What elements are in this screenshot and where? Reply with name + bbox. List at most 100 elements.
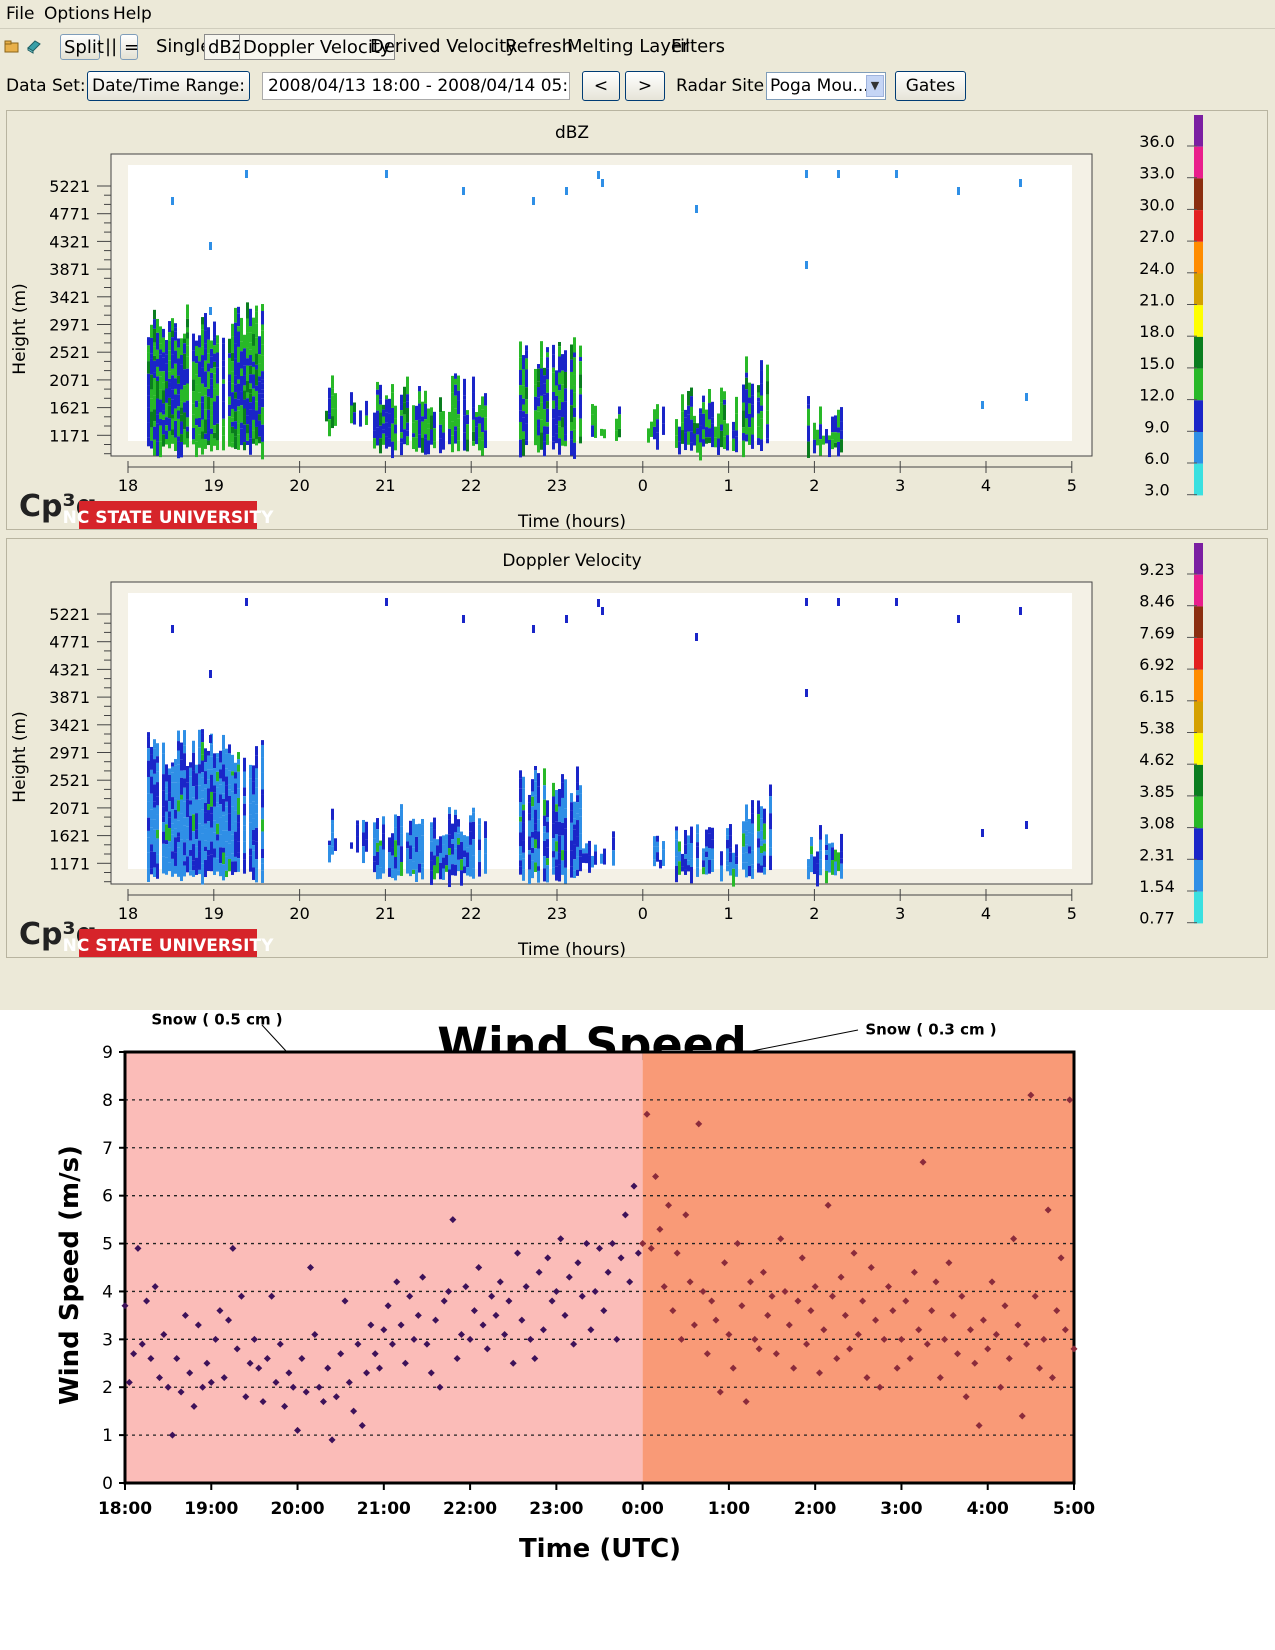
doppler-velocity-toggle[interactable]: Doppler Velocity [239, 34, 395, 60]
y-tick-label: 4 [102, 1282, 113, 1302]
data-point [1061, 1326, 1069, 1334]
data-point [578, 1292, 586, 1300]
stacked-button[interactable]: = [120, 34, 139, 60]
y-axis-label: Height (m) [10, 711, 30, 802]
data-point [643, 1110, 651, 1118]
scale-label: 8.46 [1139, 592, 1175, 611]
data-point [798, 1254, 806, 1262]
x-tick-label: 21 [375, 904, 395, 923]
scale-label: 30.0 [1139, 195, 1175, 214]
data-point [570, 1340, 578, 1348]
melting-layer-button[interactable]: Melting Layer [567, 36, 690, 57]
data-point [125, 1378, 133, 1386]
data-point [203, 1359, 211, 1367]
x-tick-label: 22 [461, 904, 481, 923]
data-point [509, 1359, 517, 1367]
data-point [246, 1359, 254, 1367]
menu-file[interactable]: File [6, 4, 35, 24]
data-point [462, 1283, 470, 1291]
data-point [734, 1240, 742, 1248]
data-point [979, 1316, 987, 1324]
data-point [376, 1364, 384, 1372]
data-point [1048, 1374, 1056, 1382]
data-point [164, 1383, 172, 1391]
data-point [229, 1244, 237, 1252]
plot-area [128, 593, 1072, 869]
data-point [470, 1307, 478, 1315]
scale-swatch [1194, 733, 1203, 765]
data-point [841, 1311, 849, 1319]
menu-help[interactable]: Help [113, 4, 152, 24]
y-tick-label: 4321 [49, 660, 90, 679]
menu-options[interactable]: Options [44, 4, 110, 24]
scale-label: 2.31 [1139, 845, 1175, 864]
chevron-down-icon[interactable]: ▼ [866, 75, 884, 97]
data-point [902, 1297, 910, 1305]
data-point [574, 1259, 582, 1267]
date-range-button[interactable]: Date/Time Range: [87, 71, 250, 101]
scale-label: 3.0 [1144, 481, 1169, 500]
y-tick-label: 2 [102, 1378, 113, 1398]
data-point [302, 1388, 310, 1396]
ncsu-logo-text: NC STATE UNIVERSITY [63, 508, 274, 528]
y-tick-label: 2971 [49, 316, 90, 335]
data-point [828, 1292, 836, 1300]
scale-swatch [1194, 178, 1203, 211]
data-point [600, 1307, 608, 1315]
y-tick-label: 4771 [49, 205, 90, 224]
y-tick-label: 9 [102, 1043, 113, 1063]
save-book-icon[interactable] [26, 38, 42, 54]
scale-swatch [1194, 400, 1203, 432]
scale-label: 21.0 [1139, 291, 1175, 310]
data-point [199, 1383, 207, 1391]
scale-swatch [1194, 860, 1203, 892]
data-point [173, 1354, 181, 1362]
data-point [682, 1211, 690, 1219]
doppler-velocity-panel: Doppler Velocity 5221 4771 4321 3871 3421 2971… [6, 538, 1268, 960]
data-point [294, 1426, 302, 1434]
side-by-side-button[interactable]: || [105, 36, 118, 57]
x-tick-label: 4:00 [967, 1499, 1009, 1519]
data-point [1031, 1292, 1039, 1300]
data-point [565, 1273, 573, 1281]
data-point [945, 1259, 953, 1267]
data-point [350, 1407, 358, 1415]
date-range-field[interactable]: 2008/04/13 18:00 - 2008/04/14 05:00 [262, 72, 570, 100]
y-tick-label: 2521 [49, 771, 90, 790]
single-button[interactable]: Single [156, 36, 212, 57]
x-tick-label: 0 [638, 476, 648, 495]
scale-swatch [1194, 701, 1203, 734]
refresh-button[interactable]: Refresh [505, 36, 573, 57]
scale-label: 4.62 [1139, 750, 1175, 769]
data-point [147, 1354, 155, 1362]
scale-label: 6.0 [1144, 449, 1169, 468]
data-point [954, 1350, 962, 1358]
plot-border [123, 1050, 1076, 1485]
radar-site-value: Poga Mou... [770, 76, 869, 96]
open-folder-icon[interactable] [4, 38, 20, 54]
scale-label: 12.0 [1139, 386, 1175, 405]
data-point [212, 1335, 220, 1343]
x-tick-label: 2 [809, 904, 819, 923]
data-point [764, 1311, 772, 1319]
x-tick-label: 4 [981, 476, 991, 495]
gates-button[interactable]: Gates [895, 71, 966, 101]
data-point [725, 1331, 733, 1339]
split-button[interactable]: Split [60, 34, 104, 60]
data-point [449, 1216, 457, 1224]
scale-swatch [1194, 638, 1203, 670]
data-point [440, 1297, 448, 1305]
previous-button[interactable]: < [582, 71, 620, 101]
data-point [872, 1316, 880, 1324]
x-tick-label: 20:00 [270, 1499, 324, 1519]
radar-site-select[interactable]: Poga Mou... ▼ [766, 72, 886, 100]
data-point [384, 1302, 392, 1310]
data-point [630, 1182, 638, 1190]
filters-button[interactable]: Filters [671, 36, 725, 57]
data-point [1053, 1307, 1061, 1315]
next-button[interactable]: > [625, 71, 665, 101]
data-point [906, 1354, 914, 1362]
derived-velocity-button[interactable]: Derived Velocity [370, 36, 517, 57]
data-point [328, 1436, 336, 1444]
